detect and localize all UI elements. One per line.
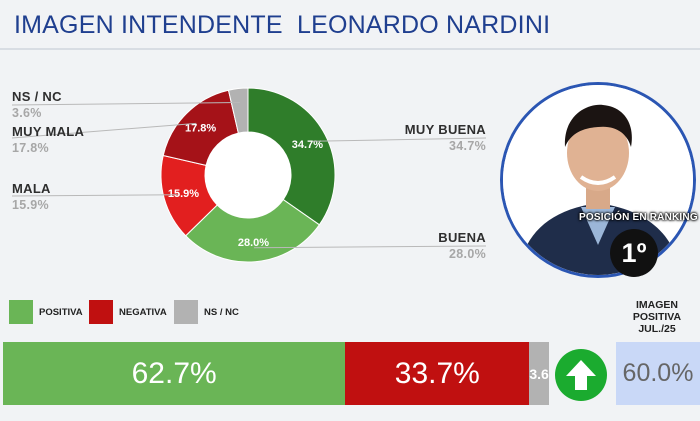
label-muy-buena: MUY BUENA 34.7% (405, 122, 486, 153)
donut-value-label: 15.9% (168, 188, 199, 200)
label-buena: BUENA 28.0% (438, 230, 486, 261)
label-mala: MALA 15.9% (12, 181, 51, 212)
image-positive-label-1: IMAGEN (636, 299, 678, 311)
image-positive-value: 60.0% (616, 342, 700, 405)
label-buena-value: 28.0% (449, 247, 486, 261)
ranking-label: POSICIÓN EN RANKING (579, 212, 698, 223)
leader-line (11, 101, 240, 106)
image-positive-label-2: POSITIVA (632, 311, 682, 323)
title-divider (0, 48, 700, 50)
ranking-badge: 1º (610, 229, 658, 277)
legend-swatch-positiva (9, 300, 33, 324)
stacked-bar: 62.7% 33.7% 3.6% (3, 342, 549, 405)
bar-value-label: 62.7% (131, 356, 217, 390)
legend-ns-nc: NS / NC (174, 300, 239, 324)
label-muy-buena-name: MUY BUENA (404, 122, 486, 137)
label-muy-mala-name: MUY MALA (12, 124, 85, 139)
donut-hole (205, 132, 291, 218)
bar-segment-ns-nc: 3.6% (529, 342, 549, 405)
legend-text-negativa: NEGATIVA (119, 306, 167, 318)
label-ns-nc-name: NS / NC (12, 89, 62, 104)
trend-indicator (555, 349, 607, 401)
candidate-photo (500, 82, 696, 278)
legend-negativa: NEGATIVA (89, 300, 167, 324)
person-portrait-icon (503, 85, 693, 275)
label-ns-nc: NS / NC 3.6% (12, 89, 62, 120)
bar-value-label: 3.6% (529, 365, 549, 382)
label-mala-name: MALA (12, 181, 51, 196)
bar-segment-positiva: 62.7% (3, 342, 346, 405)
bar-segment-negativa: 33.7% (345, 342, 530, 405)
donut-value-label: 17.8% (185, 123, 216, 135)
label-buena-name: BUENA (438, 230, 486, 245)
up-arrow-icon (566, 360, 596, 390)
image-positive-label: IMAGEN POSITIVA JUL./25 (615, 299, 699, 335)
label-ns-nc-value: 3.6% (12, 106, 42, 120)
label-mala-value: 15.9% (12, 198, 49, 212)
bar-value-label: 33.7% (394, 356, 480, 390)
image-positive-label-3: JUL./25 (638, 323, 676, 335)
legend-positiva: POSITIVA (9, 300, 83, 324)
leader-line (253, 245, 487, 249)
label-muy-mala: MUY MALA 17.8% (12, 124, 84, 155)
legend-swatch-ns-nc (174, 300, 198, 324)
donut-value-label: 28.0% (238, 237, 269, 249)
label-muy-mala-value: 17.8% (12, 141, 49, 155)
legend-text-ns-nc: NS / NC (204, 306, 239, 318)
leader-line (312, 137, 487, 142)
legend-swatch-negativa (89, 300, 113, 324)
page-title: IMAGEN INTENDENTE LEONARDO NARDINI (14, 11, 551, 39)
donut-value-label: 34.7% (292, 139, 323, 151)
label-muy-buena-value: 34.7% (449, 139, 486, 153)
leader-line (11, 122, 197, 139)
leader-line (11, 194, 178, 197)
legend-text-positiva: POSITIVA (39, 306, 83, 318)
